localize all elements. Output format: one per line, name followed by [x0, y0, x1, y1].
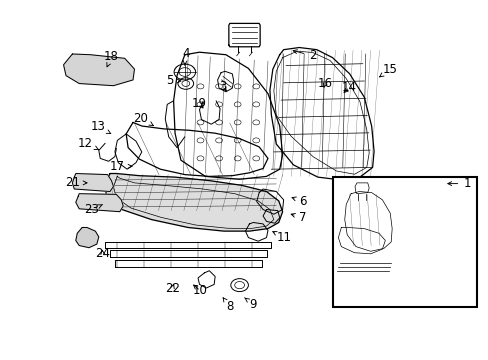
Text: 3: 3	[218, 80, 226, 93]
Text: 15: 15	[379, 63, 397, 77]
Text: 22: 22	[164, 282, 179, 295]
Text: 12: 12	[78, 137, 99, 150]
Text: 10: 10	[193, 284, 207, 297]
Text: 24: 24	[95, 247, 110, 260]
Text: 9: 9	[244, 298, 257, 311]
Text: 4: 4	[182, 47, 189, 66]
Polygon shape	[105, 174, 282, 231]
Text: 6: 6	[291, 195, 306, 208]
Text: 5: 5	[166, 75, 181, 87]
Polygon shape	[76, 228, 99, 248]
Text: 2: 2	[292, 49, 316, 62]
Text: 8: 8	[223, 298, 233, 313]
Text: 16: 16	[317, 77, 332, 90]
Text: 23: 23	[84, 203, 102, 216]
Text: 18: 18	[104, 50, 119, 67]
Text: 1: 1	[447, 177, 470, 190]
Text: 7: 7	[290, 211, 306, 224]
Text: 13: 13	[90, 120, 111, 134]
Text: 17: 17	[110, 160, 132, 173]
Text: 11: 11	[272, 231, 291, 244]
Bar	[332, 177, 476, 307]
Polygon shape	[76, 194, 123, 212]
Text: 19: 19	[192, 97, 206, 110]
Polygon shape	[72, 174, 113, 192]
Text: 20: 20	[133, 112, 153, 126]
Text: 21: 21	[65, 176, 87, 189]
Text: 14: 14	[342, 81, 356, 94]
Polygon shape	[63, 54, 134, 86]
